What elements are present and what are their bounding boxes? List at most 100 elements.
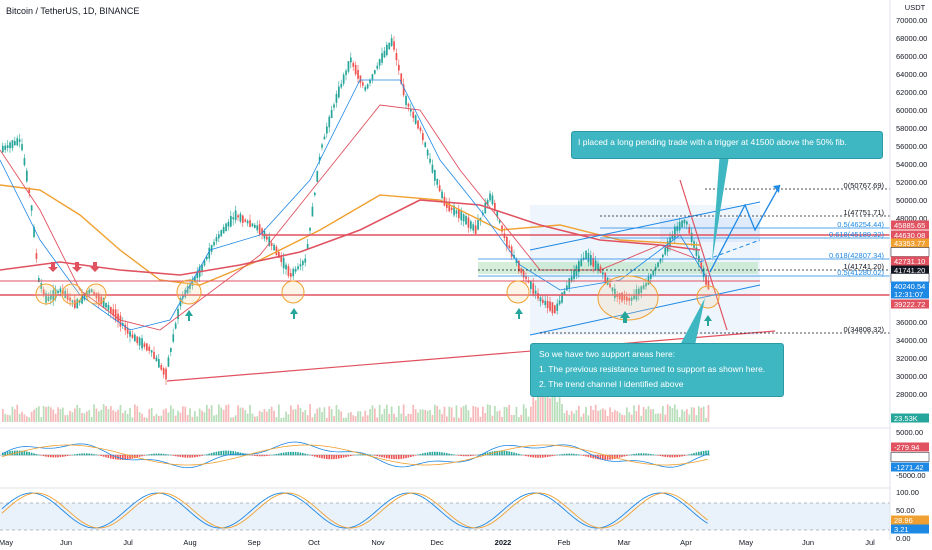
support-note: So we have two support areas here: 1. Th…: [530, 343, 784, 397]
currency-label: USDT: [905, 3, 926, 12]
note-pointer-bottom: [680, 298, 705, 345]
support-point-1: 1. The previous resistance turned to sup…: [539, 364, 766, 374]
fib-label: 0(34808.32): [844, 325, 885, 334]
price-tick: 68000.00: [896, 34, 927, 43]
price-tag-bg: [891, 281, 929, 291]
time-tick: Jun: [60, 538, 72, 547]
stoch-tick: 0.00: [896, 534, 911, 543]
price-tick: 34000.00: [896, 336, 927, 345]
price-tag: 23.53K: [894, 414, 918, 423]
price-tick: 58000.00: [896, 124, 927, 133]
stochastic-pane: [1, 492, 708, 529]
fib-label: 1(41741.20): [844, 262, 885, 271]
price-tag-bg: [891, 220, 929, 230]
macd-tick: 5000.00: [896, 428, 923, 437]
stoch-tag-bg: [891, 524, 929, 534]
projection-arrowhead: [773, 185, 780, 193]
macd-tag: -991.48: [894, 453, 919, 462]
trendline-drop: [679, 179, 728, 331]
price-tag: 45885.65: [894, 221, 925, 230]
price-tick: 32000.00: [896, 354, 927, 363]
fib-labels: 0(50767.69)1(47751.71)0.5(46254.44)0.618…: [829, 181, 885, 334]
candlesticks: [2, 34, 710, 385]
support-zone: [478, 262, 758, 274]
red-arrows: [48, 262, 100, 272]
price-tag-bg: [891, 299, 929, 309]
channel-top: [529, 201, 761, 251]
projection-path: [709, 184, 781, 273]
price-axis[interactable]: USDT 70000.00 68000.00 66000.00 64000.00 6200…: [890, 3, 930, 543]
price-tag-bg: [891, 413, 929, 423]
time-tick: Jul: [123, 538, 133, 547]
macd-tick: -5000.00: [896, 471, 926, 480]
price-tag-bg: [891, 230, 929, 240]
time-tick: Feb: [558, 538, 571, 547]
macd-tag: -1271.42: [894, 463, 924, 472]
green-arrows: [185, 308, 712, 326]
price-tag-bg: [891, 256, 929, 266]
time-tick: Dec: [430, 538, 444, 547]
fib-label: 0.618(42807.34): [829, 251, 885, 260]
stoch-band: [0, 503, 890, 530]
macd-pane: [0, 441, 710, 469]
trendline-rising: [166, 330, 776, 382]
support-title: So we have two support areas here:: [539, 349, 676, 359]
fib-label: 0.618(45189.32): [829, 230, 885, 239]
trigger-note: I placed a long pending trade with a tri…: [571, 131, 883, 159]
stoch-tag-bg: [891, 515, 929, 525]
price-tick: 48000.00: [896, 214, 927, 223]
time-tick: Apr: [680, 538, 692, 547]
fib-label: 0.5(46254.44): [837, 220, 884, 229]
price-tick: 60000.00: [896, 106, 927, 115]
time-tick: May: [0, 538, 13, 547]
price-tag-bg: [891, 238, 929, 248]
price-tag-bg: [891, 265, 929, 275]
stoch-tick: 100.00: [896, 488, 919, 497]
price-tick: 30000.00: [896, 372, 927, 381]
channel-mid: [699, 239, 761, 263]
time-tick: Jun: [802, 538, 814, 547]
macd-tag-bg: [890, 452, 930, 462]
time-tick: Nov: [371, 538, 385, 547]
price-tag: 40240.54: [894, 282, 925, 291]
time-tick: 2022: [495, 538, 512, 547]
price-tag: 41741.20: [894, 266, 925, 275]
price-tag: 12:31:07: [894, 290, 923, 299]
price-tick: 28000.00: [896, 390, 927, 399]
price-tick: 50000.00: [896, 196, 927, 205]
time-tick: Jul: [865, 538, 875, 547]
channel-bottom: [529, 284, 761, 336]
fib-label: 0.5(41280.02): [837, 268, 884, 277]
price-tag: 39222.72: [894, 300, 925, 309]
price-tag: 43353.77: [894, 239, 925, 248]
fib-label: 1(47751.71): [844, 208, 885, 217]
price-tick: 52000.00: [896, 178, 927, 187]
macd-tag-bg: [891, 442, 929, 452]
time-tick: Sep: [247, 538, 260, 547]
note-pointer-top: [712, 150, 730, 262]
price-tag: 42731.10: [894, 257, 925, 266]
price-tag: 44630.08: [894, 231, 925, 240]
time-tick: Mar: [618, 538, 631, 547]
volume-bars: [2, 391, 710, 422]
price-tick: 54000.00: [896, 160, 927, 169]
price-tick: 66000.00: [896, 52, 927, 61]
price-tick: 70000.00: [896, 16, 927, 25]
stoch-tag: 3.21: [894, 525, 909, 534]
fib-lines: [478, 188, 890, 334]
time-tick: Oct: [308, 538, 321, 547]
macd-tag: -279.94: [894, 443, 919, 452]
time-axis[interactable]: May Jun Jul Aug Sep Oct Nov Dec 2022 Feb Mar Apr May…: [0, 538, 875, 547]
trigger-note-text: I placed a long pending trade with a tri…: [578, 137, 847, 147]
price-tick: 56000.00: [896, 142, 927, 151]
price-tag-bg: [891, 289, 929, 299]
symbol-title[interactable]: Bitcoin / TetherUS, 1D, BINANCE: [6, 6, 140, 16]
price-tick: 36000.00: [896, 318, 927, 327]
fib-label: 0(50767.69): [844, 181, 885, 190]
support-point-2: 2. The trend channel I identified above: [539, 379, 684, 389]
stoch-tick: 50.00: [896, 506, 915, 515]
price-tick: 64000.00: [896, 70, 927, 79]
support-circles: [35, 275, 720, 321]
time-tick: Aug: [183, 538, 196, 547]
